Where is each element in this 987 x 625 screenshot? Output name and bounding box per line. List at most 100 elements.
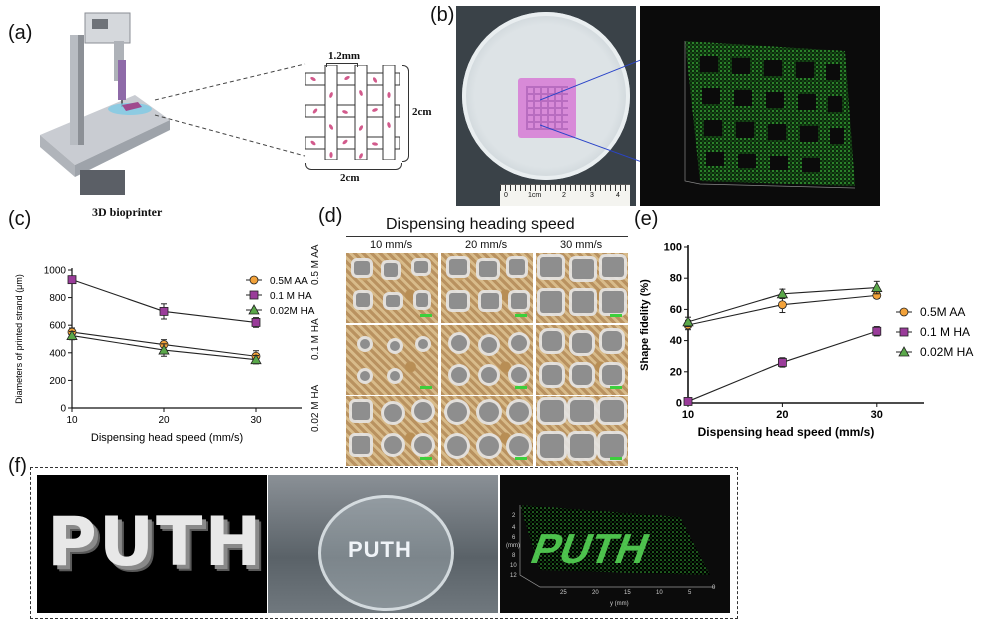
- puth-render: PUTH: [37, 475, 267, 613]
- f-x-axis-label: (mm): [506, 543, 520, 549]
- y-tick-label: 200: [49, 376, 66, 387]
- y-tick-label: 100: [664, 242, 682, 254]
- panel-d-label: (d): [318, 205, 343, 227]
- puth-petri-photo: PUTH: [268, 475, 498, 613]
- panel-e-label: (e): [634, 208, 659, 230]
- puth-confocal: PUTH (mm) y (mm) 25 20 15 10 5 0 2 4 6 8…: [500, 475, 730, 613]
- legend-marker: [248, 304, 260, 315]
- y-tick-label: 400: [49, 348, 66, 359]
- data-point: [872, 326, 882, 336]
- legend-marker: [249, 290, 259, 300]
- ruler-tick-1cm: 1cm: [528, 192, 542, 199]
- data-point: [871, 281, 883, 292]
- micro-aa-20: [441, 253, 533, 323]
- scaffold-schematic: [305, 65, 400, 160]
- legend-marker: [898, 346, 910, 357]
- ruler-tick-0: 0: [504, 192, 508, 199]
- data-point: [66, 329, 78, 340]
- x-tick-label: 20: [776, 409, 788, 421]
- y-tick-label: 1000: [44, 266, 67, 277]
- x-tick-label: 30: [250, 415, 262, 426]
- f-x-tick-4: 4: [512, 525, 516, 531]
- chart-shape-fidelity: 0 20 40 60 80 100 10 20 30 Dispensing head speed …: [639, 242, 973, 440]
- legend-marker: [899, 327, 909, 337]
- height-bracket: [402, 65, 409, 162]
- f-y-tick-10: 10: [656, 590, 663, 596]
- puth-petri-text: PUTH: [348, 537, 412, 562]
- f-x-tick-8: 8: [512, 553, 516, 559]
- f-y-axis-label: y (mm): [610, 601, 629, 607]
- y-tick-label: 60: [670, 304, 682, 316]
- panel-b-label: (b): [430, 4, 455, 26]
- legend-label: 0.5M AA: [270, 276, 308, 287]
- bioprinter-illustration: [40, 12, 170, 195]
- data-point: [251, 318, 261, 327]
- x-tick-label: 20: [158, 415, 170, 426]
- micro-ha1-30: [536, 325, 628, 395]
- f-y-tick-0: 0: [712, 585, 716, 591]
- y-tick-label: 40: [670, 335, 682, 347]
- micro-grid-title-rule: [346, 236, 628, 237]
- legend-label: 0.5M AA: [920, 305, 965, 319]
- zoom-lines: [154, 63, 306, 157]
- y-tick-label: 0: [676, 398, 682, 410]
- data-point: [777, 300, 787, 310]
- ruler-tick-2: 2: [562, 192, 566, 199]
- strand-width-label: 1.2mm: [328, 50, 361, 62]
- data-point: [777, 358, 787, 367]
- chart-strand-diameter: 0 200 400 600 800 1000 10 20 30 Dispensing head s…: [14, 266, 315, 445]
- micro-aa-30: [536, 253, 628, 323]
- micro-ha1-20: [441, 325, 533, 395]
- data-point: [158, 344, 170, 355]
- width-bracket: [305, 163, 402, 170]
- micro-ha02-20: [441, 396, 533, 466]
- micro-aa-10: [346, 253, 438, 323]
- legend-label: 0.02M HA: [270, 306, 315, 317]
- f-y-tick-15: 15: [624, 590, 631, 596]
- x-tick-label: 30: [871, 409, 883, 421]
- legend-label: 0.02M HA: [920, 345, 973, 359]
- legend-marker: [249, 275, 259, 285]
- col-label-20: 20 mm/s: [465, 239, 508, 251]
- y-tick-label: 20: [670, 366, 682, 378]
- data-point: [776, 287, 789, 299]
- puth-petri-dish: [318, 495, 454, 611]
- legend-marker: [899, 307, 909, 317]
- col-label-10: 10 mm/s: [370, 239, 413, 251]
- row-label-aa: 0.5 M AA: [310, 244, 321, 285]
- y-tick-label: 600: [49, 321, 66, 332]
- bioprinter-caption: 3D bioprinter: [92, 205, 163, 219]
- f-x-tick-2: 2: [512, 513, 516, 519]
- f-x-tick-10: 10: [510, 563, 517, 569]
- f-y-tick-5: 5: [688, 590, 692, 596]
- data-point: [250, 353, 262, 365]
- x-axis-title: Dispensing head speed (mm/s): [91, 432, 243, 444]
- y-tick-label: 800: [49, 293, 66, 304]
- y-axis-title: Shape fidelity (%): [639, 279, 651, 371]
- panel-a-label: (a): [8, 22, 33, 44]
- legend-label: 0.1 M HA: [270, 291, 312, 302]
- x-axis-title: Dispensing head speed (mm/s): [698, 425, 875, 439]
- x-tick-label: 10: [682, 409, 694, 421]
- f-y-tick-25: 25: [560, 590, 567, 596]
- col-label-30: 30 mm/s: [560, 239, 603, 251]
- height-label: 2cm: [412, 106, 432, 118]
- row-label-ha02: 0.02 M HA: [310, 384, 321, 432]
- y-tick-label: 80: [670, 273, 682, 285]
- data-point: [159, 307, 169, 316]
- legend-label: 0.1 M HA: [920, 325, 970, 339]
- micro-ha02-10: [346, 396, 438, 466]
- f-x-tick-12: 12: [510, 573, 517, 579]
- f-x-tick-6: 6: [512, 535, 516, 541]
- ruler: 0 1cm 2 3 4: [500, 184, 630, 206]
- data-point: [683, 397, 693, 406]
- puth-render-text: PUTH: [47, 503, 264, 582]
- f-y-tick-20: 20: [592, 590, 599, 596]
- row-label-ha1: 0.1 M HA: [310, 318, 321, 360]
- panel-c-label: (c): [8, 208, 32, 230]
- puth-confocal-text: PUTH: [524, 526, 655, 572]
- data-point: [67, 275, 77, 285]
- ruler-tick-3: 3: [590, 192, 594, 199]
- micro-grid-title: Dispensing heading speed: [386, 216, 575, 233]
- y-tick-label: 0: [60, 404, 66, 415]
